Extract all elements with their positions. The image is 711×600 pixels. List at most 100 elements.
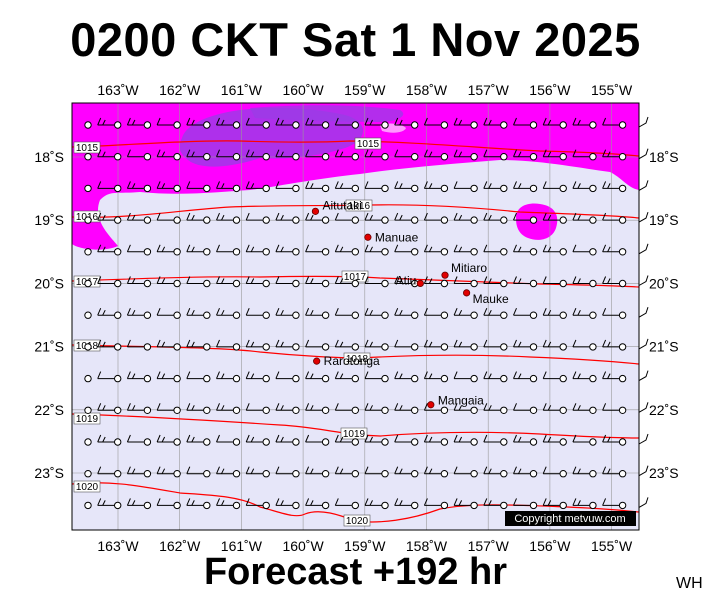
wind-barb — [334, 466, 359, 478]
wind-barb — [156, 149, 181, 161]
wind-barb — [97, 403, 122, 414]
wind-barb — [394, 181, 419, 193]
wind-barb — [156, 466, 181, 478]
wind-barb — [364, 308, 389, 319]
wind-barb — [186, 371, 211, 383]
isobar-1019 — [72, 413, 639, 439]
wind-barb — [394, 212, 419, 224]
wind-barb — [513, 181, 538, 193]
wind-barb-edge — [638, 497, 649, 508]
wind-barb — [602, 371, 627, 383]
wind-barb — [334, 149, 359, 161]
wind-barb — [275, 466, 300, 478]
wind-barb — [97, 371, 122, 383]
wind-barb — [572, 276, 597, 288]
place-dot-rarotonga — [313, 357, 321, 365]
wind-barb — [97, 212, 122, 224]
wind-barb — [216, 117, 241, 129]
wind-barb — [513, 308, 538, 319]
wind-barb — [97, 276, 122, 288]
wind-barb — [216, 434, 241, 446]
wind-barb — [245, 308, 270, 319]
wind-barb — [483, 466, 508, 478]
wind-barb — [275, 371, 300, 383]
wind-barb — [126, 212, 152, 224]
wind-barb — [423, 181, 449, 193]
wind-barb — [84, 406, 92, 414]
wind-barb — [364, 276, 389, 288]
wind-barb — [423, 466, 449, 478]
wind-barb — [334, 339, 359, 351]
isobar-label: 1015 — [76, 143, 99, 154]
wind-barb — [453, 434, 478, 446]
wind-barb — [156, 117, 181, 129]
wind-barb-edge — [638, 243, 649, 255]
wind-barb — [394, 339, 419, 351]
place-label-rarotonga: Rarotonga — [324, 354, 380, 368]
wind-barb — [513, 276, 538, 288]
wind-barb — [305, 434, 330, 446]
wind-barb — [483, 244, 508, 256]
wind-barb — [483, 276, 508, 288]
wind-barb — [156, 244, 181, 256]
lon-label-top: 157˚W — [468, 82, 510, 98]
wind-barb — [542, 244, 567, 256]
wind-barb — [216, 244, 241, 256]
wind-barb — [513, 498, 538, 510]
lon-label-bottom: 161˚W — [221, 538, 263, 554]
wind-barb — [186, 149, 211, 161]
wind-barb — [126, 276, 152, 288]
wind-barb — [572, 181, 597, 193]
wind-barb-edge — [638, 211, 649, 223]
wind-barb — [84, 248, 92, 256]
wind-barb — [334, 434, 359, 446]
wind-barb-edge — [638, 148, 649, 160]
lon-label-top: 163˚W — [97, 82, 139, 98]
wind-barb — [542, 117, 567, 129]
wind-barb — [126, 403, 152, 414]
wind-barb — [186, 308, 211, 319]
wind-barb — [394, 403, 419, 414]
wind-barb — [364, 181, 389, 193]
lat-label-right: 21˚S — [649, 339, 679, 355]
wind-barb — [334, 212, 359, 224]
wind-barb — [394, 149, 419, 161]
place-label-mauke: Mauke — [473, 292, 509, 306]
wind-barb — [542, 308, 567, 319]
wind-barb — [126, 308, 152, 319]
wind-barb — [84, 501, 92, 510]
wind-barb — [394, 308, 419, 319]
wind-barb — [602, 244, 627, 256]
wind-barb — [334, 244, 359, 256]
wind-barb — [542, 212, 567, 224]
wind-barb-edge — [638, 275, 649, 286]
wind-barb — [126, 466, 152, 478]
wind-barb — [216, 371, 241, 383]
wind-barb — [156, 276, 181, 288]
wind-barb — [334, 276, 359, 288]
place-label-atiu: Atiu — [396, 273, 417, 287]
wind-barb — [334, 181, 359, 193]
wind-barb — [245, 434, 270, 446]
wind-barb — [97, 149, 122, 161]
wind-barb — [156, 403, 181, 414]
lon-label-bottom: 155˚W — [591, 538, 633, 554]
wind-barb — [453, 403, 478, 414]
wind-barb — [572, 212, 597, 224]
wind-barb — [97, 434, 122, 446]
wind-barb — [572, 403, 597, 414]
isobar-label: 1019 — [343, 429, 366, 440]
wind-barb — [364, 466, 389, 478]
lon-label-top: 158˚W — [406, 82, 448, 98]
wind-barb — [572, 466, 597, 478]
lon-label-bottom: 159˚W — [344, 538, 386, 554]
wind-barb — [186, 498, 211, 510]
wind-barb — [453, 212, 478, 224]
wind-barb — [275, 434, 300, 446]
wind-barb — [572, 434, 597, 446]
wind-barb — [364, 403, 389, 414]
wind-barb — [305, 308, 330, 319]
wind-barbs-edge — [638, 116, 649, 508]
wind-barb — [423, 371, 449, 383]
wind-barb — [364, 434, 389, 446]
